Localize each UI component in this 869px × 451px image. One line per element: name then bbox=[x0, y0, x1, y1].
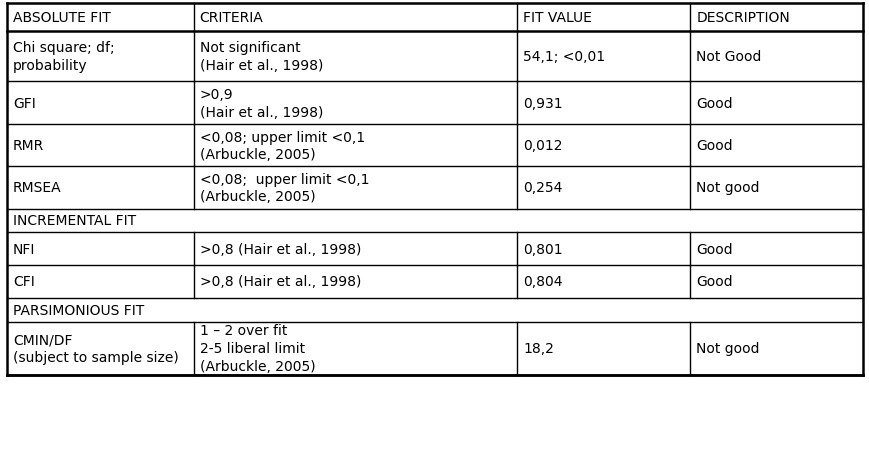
Text: Not good: Not good bbox=[695, 341, 759, 355]
Text: Not significant
(Hair et al., 1998): Not significant (Hair et al., 1998) bbox=[200, 41, 322, 73]
Text: Not good: Not good bbox=[695, 181, 759, 195]
Text: 18,2: 18,2 bbox=[522, 341, 554, 355]
Bar bbox=[7, 4, 862, 375]
Text: CRITERIA: CRITERIA bbox=[200, 11, 263, 25]
Text: 0,012: 0,012 bbox=[522, 139, 562, 153]
Text: ABSOLUTE FIT: ABSOLUTE FIT bbox=[13, 11, 110, 25]
Text: 0,254: 0,254 bbox=[522, 181, 562, 195]
Text: >0,9
(Hair et al., 1998): >0,9 (Hair et al., 1998) bbox=[200, 88, 322, 120]
Text: NFI: NFI bbox=[13, 242, 36, 256]
Text: Good: Good bbox=[695, 275, 732, 289]
Text: 54,1; <0,01: 54,1; <0,01 bbox=[522, 50, 605, 64]
Text: 0,801: 0,801 bbox=[522, 242, 562, 256]
Text: Chi square; df;
probability: Chi square; df; probability bbox=[13, 41, 115, 73]
Text: Not Good: Not Good bbox=[695, 50, 760, 64]
Text: Good: Good bbox=[695, 97, 732, 110]
Text: INCREMENTAL FIT: INCREMENTAL FIT bbox=[13, 214, 136, 228]
Text: Good: Good bbox=[695, 242, 732, 256]
Text: CMIN/DF
(subject to sample size): CMIN/DF (subject to sample size) bbox=[13, 332, 179, 364]
Text: >0,8 (Hair et al., 1998): >0,8 (Hair et al., 1998) bbox=[200, 242, 361, 256]
Text: 1 – 2 over fit
2-5 liberal limit
(Arbuckle, 2005): 1 – 2 over fit 2-5 liberal limit (Arbuck… bbox=[200, 324, 315, 373]
Text: DESCRIPTION: DESCRIPTION bbox=[695, 11, 789, 25]
Text: 0,804: 0,804 bbox=[522, 275, 562, 289]
Text: RMSEA: RMSEA bbox=[13, 181, 62, 195]
Text: GFI: GFI bbox=[13, 97, 36, 110]
Text: Good: Good bbox=[695, 139, 732, 153]
Text: <0,08; upper limit <0,1
(Arbuckle, 2005): <0,08; upper limit <0,1 (Arbuckle, 2005) bbox=[200, 130, 364, 162]
Text: 0,931: 0,931 bbox=[522, 97, 562, 110]
Text: RMR: RMR bbox=[13, 139, 44, 153]
Text: FIT VALUE: FIT VALUE bbox=[522, 11, 592, 25]
Text: PARSIMONIOUS FIT: PARSIMONIOUS FIT bbox=[13, 303, 144, 317]
Text: <0,08;  upper limit <0,1
(Arbuckle, 2005): <0,08; upper limit <0,1 (Arbuckle, 2005) bbox=[200, 172, 368, 204]
Text: >0,8 (Hair et al., 1998): >0,8 (Hair et al., 1998) bbox=[200, 275, 361, 289]
Text: CFI: CFI bbox=[13, 275, 35, 289]
